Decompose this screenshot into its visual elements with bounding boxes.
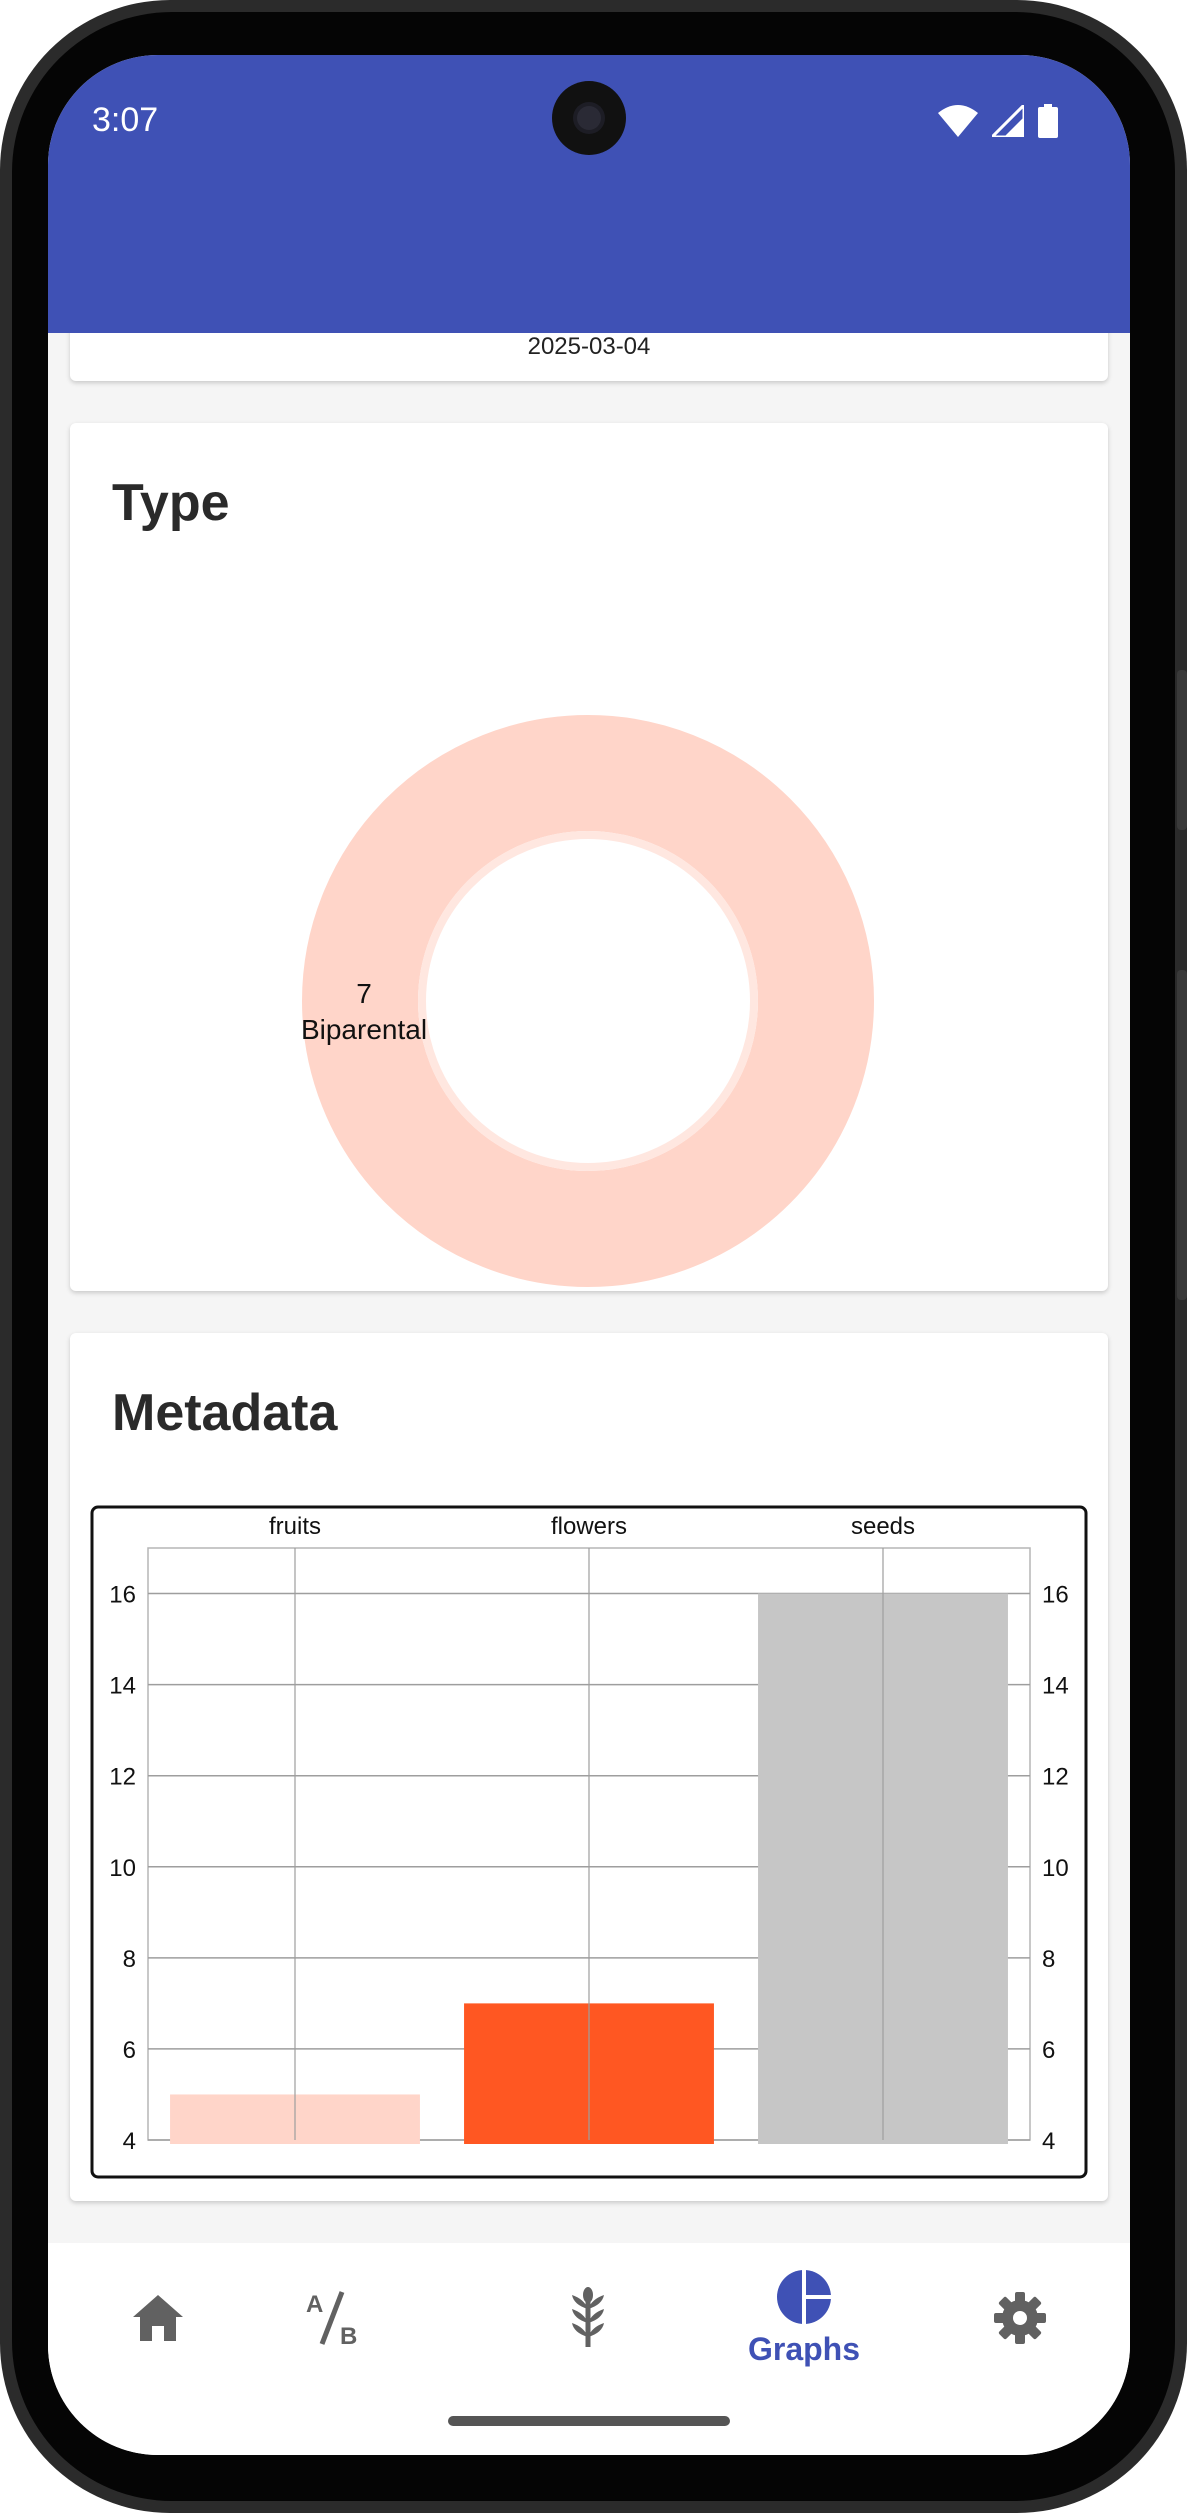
nav-ab-test[interactable]: A B [232, 2243, 432, 2393]
y-tick-right-10: 10 [1042, 1855, 1069, 1882]
volume-button [1177, 670, 1187, 830]
type-card-title: Type [112, 474, 230, 532]
signal-icon [992, 105, 1024, 137]
date-label: 2025-03-04 [527, 333, 651, 360]
donut-slice-biparental[interactable] [302, 715, 874, 1287]
y-tick-left-12: 12 [109, 1764, 136, 1791]
y-tick-right-16: 16 [1042, 1582, 1069, 1609]
pie-chart-icon [777, 2269, 831, 2324]
bottom-navigation: A B [48, 2243, 1130, 2455]
y-tick-left-6: 6 [123, 2037, 136, 2064]
y-tick-left-14: 14 [109, 1673, 136, 1700]
metadata-bar-chart: 4 4 6 6 8 8 10 10 12 12 14 14 16 16 fruits flowers seeds [90, 1505, 1088, 2179]
status-time: 3:07 [92, 101, 159, 139]
x-tick-fruits: fruits [269, 1513, 321, 1540]
donut-slice-value: 7 [356, 978, 372, 1009]
nav-graphs-label: Graphs [747, 2330, 861, 2367]
y-tick-right-12: 12 [1042, 1764, 1069, 1791]
y-tick-right-14: 14 [1042, 1673, 1069, 1700]
settings-icon [994, 2292, 1046, 2344]
svg-text:A: A [306, 2291, 323, 2318]
front-camera [552, 81, 626, 155]
nav-crops[interactable] [488, 2243, 688, 2393]
battery-icon [1038, 104, 1058, 138]
nav-graphs[interactable]: Graphs [704, 2243, 904, 2393]
svg-text:B: B [340, 2323, 357, 2348]
app-bar: 3:07 [48, 55, 1130, 333]
status-icons [938, 101, 1058, 141]
nav-home[interactable] [58, 2243, 258, 2393]
y-tick-left-4: 4 [123, 2128, 136, 2155]
y-tick-right-6: 6 [1042, 2037, 1055, 2064]
power-button [1177, 970, 1187, 1300]
x-tick-flowers: flowers [551, 1513, 627, 1540]
y-tick-left-16: 16 [109, 1582, 136, 1609]
donut-slice-label: Biparental [301, 1014, 427, 1045]
wifi-icon [938, 105, 978, 137]
y-tick-right-8: 8 [1042, 1946, 1055, 1973]
metadata-card: Metadata 4 4 6 6 8 8 10 10 12 12 14 14 16 16 fruits flo… [70, 1333, 1108, 2201]
nav-settings[interactable] [920, 2243, 1120, 2393]
type-donut-chart: 7 Biparental [301, 715, 874, 1287]
wheat-icon [572, 2287, 604, 2347]
home-icon [133, 2295, 183, 2341]
y-tick-left-8: 8 [123, 1946, 136, 1973]
a-b-icon: A B [306, 2291, 357, 2348]
y-tick-left-10: 10 [109, 1855, 136, 1882]
donut-inner-ring [418, 831, 758, 1171]
home-gesture-bar[interactable] [448, 2416, 730, 2426]
type-card: Type 7 Biparental [70, 423, 1108, 1291]
y-tick-right-4: 4 [1042, 2128, 1055, 2155]
metadata-card-title: Metadata [112, 1384, 338, 1442]
x-tick-seeds: seeds [851, 1513, 915, 1540]
